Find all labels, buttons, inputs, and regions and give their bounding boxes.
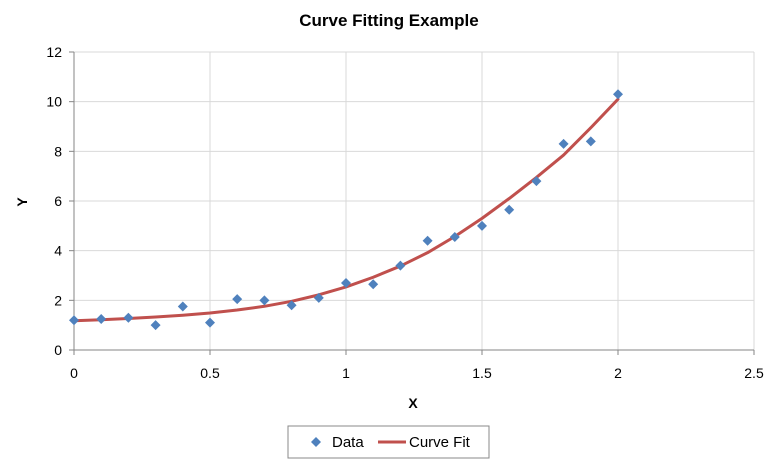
y-tick-label: 10 <box>46 94 62 110</box>
data-point <box>422 235 433 246</box>
data-point <box>449 232 460 243</box>
legend-data-marker <box>311 437 321 447</box>
x-tick-label: 0 <box>70 365 78 381</box>
x-axis-label: X <box>408 395 418 411</box>
legend-data-label: Data <box>332 434 364 451</box>
y-tick-label: 4 <box>54 243 62 259</box>
data-point <box>259 295 270 306</box>
y-tick-label: 8 <box>54 143 62 159</box>
y-tick-label: 6 <box>54 193 62 209</box>
data-point <box>96 313 107 324</box>
data-point <box>477 220 487 231</box>
y-tick-label: 12 <box>46 44 62 60</box>
grid <box>74 51 755 350</box>
data-point <box>286 300 297 311</box>
data-point <box>504 204 515 215</box>
data-point <box>69 315 79 326</box>
data-point <box>368 279 379 290</box>
tick-labels: 0 2 4 6 8 10 12 0 0.5 1 1.5 2 2.5 <box>46 44 764 381</box>
data-point <box>613 89 623 100</box>
data-point <box>232 294 243 305</box>
y-axis-label: Y <box>14 197 30 207</box>
data-point <box>205 317 215 328</box>
data-point <box>341 277 351 288</box>
x-tick-label: 2 <box>614 365 622 381</box>
y-tick-label: 2 <box>54 292 62 308</box>
x-tick-label: 0.5 <box>200 365 220 381</box>
data-point <box>395 260 406 271</box>
data-point <box>531 176 542 187</box>
data-point <box>123 312 134 323</box>
data-point <box>177 301 188 312</box>
axes <box>69 51 755 355</box>
x-tick-label: 1 <box>342 365 350 381</box>
x-tick-label: 2.5 <box>744 365 764 381</box>
x-tick-label: 1.5 <box>472 365 492 381</box>
data-point <box>558 138 569 149</box>
legend-curve-fit-label: Curve Fit <box>409 434 471 451</box>
data-point <box>150 320 161 331</box>
chart-title: Curve Fitting Example <box>299 11 478 30</box>
data-point <box>585 136 596 147</box>
y-tick-label: 0 <box>54 342 62 358</box>
legend: Data Curve Fit <box>287 425 490 459</box>
data-point <box>313 292 324 303</box>
plot-area <box>69 89 623 331</box>
